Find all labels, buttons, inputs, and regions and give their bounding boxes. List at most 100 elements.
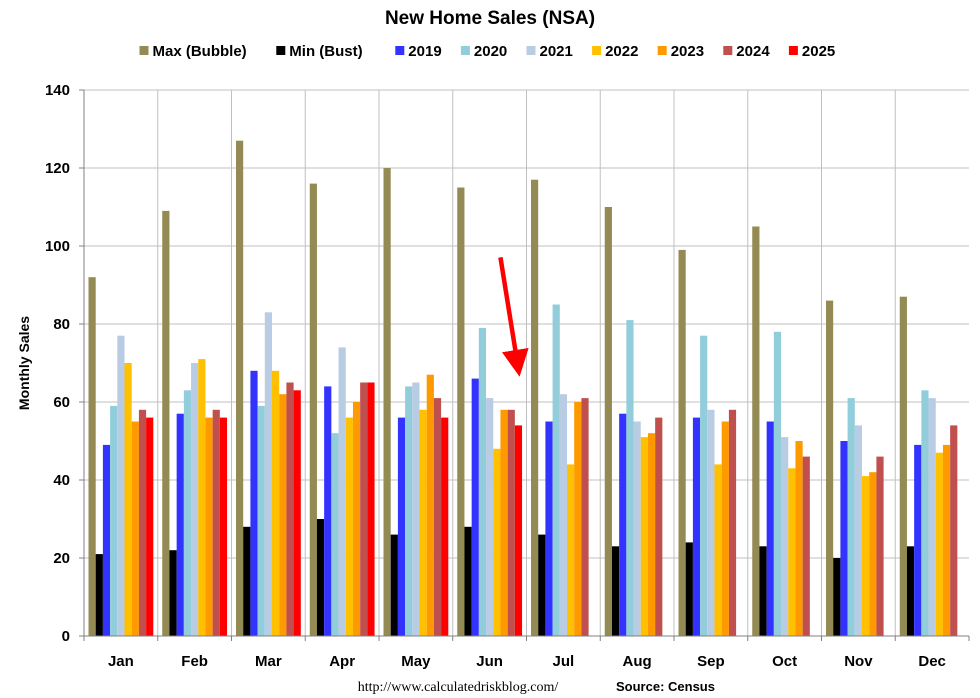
- bar-2023-oct: [795, 441, 803, 636]
- bar-2021-aug: [633, 421, 641, 636]
- legend-label: 2022: [605, 43, 638, 60]
- bar-2020-nov: [847, 398, 855, 636]
- y-tick-label: 0: [62, 628, 70, 645]
- bar-2022-feb: [198, 359, 206, 636]
- bar-2023-jun: [500, 409, 508, 636]
- bar-2020-may: [405, 386, 413, 636]
- bar-2022-jul: [567, 464, 575, 636]
- y-tick-label: 140: [45, 82, 70, 99]
- legend-swatch: [395, 46, 405, 55]
- bar-max-bubble-jun: [457, 187, 465, 636]
- x-tick-label: Feb: [181, 653, 208, 670]
- bar-2022-sep: [714, 464, 722, 636]
- bar-2021-jul: [559, 394, 567, 636]
- x-tick-label: Nov: [844, 653, 873, 670]
- chart-title: New Home Sales (NSA): [385, 8, 595, 29]
- bar-2021-mar: [264, 312, 272, 636]
- footer-url: http://www.calculatedriskblog.com/: [358, 680, 559, 695]
- bar-2023-dec: [942, 444, 951, 636]
- legend-label: 2021: [540, 43, 573, 60]
- gridlines: [79, 89, 970, 641]
- bar-2019-sep: [692, 417, 701, 636]
- x-tick-label: Jun: [476, 653, 503, 670]
- bar-max-bubble-feb: [162, 210, 170, 636]
- legend-label: Min (Bust): [289, 43, 362, 60]
- y-tick-label: 20: [53, 550, 70, 567]
- legend-label: 2025: [802, 43, 835, 60]
- bar-min-bust-jun: [464, 526, 472, 636]
- bar-2020-jul: [552, 304, 560, 636]
- bar-2020-dec: [921, 390, 929, 636]
- bar-2024-jul: [581, 398, 589, 636]
- bar-2019-jun: [471, 378, 479, 636]
- bar-max-bubble-jul: [531, 179, 539, 636]
- legend-label: 2019: [408, 43, 441, 60]
- bar-max-bubble-oct: [752, 226, 760, 636]
- x-tick-label: Sep: [697, 653, 725, 670]
- bar-2024-mar: [286, 382, 294, 636]
- bar-2023-sep: [721, 421, 729, 636]
- legend-swatch: [460, 46, 470, 55]
- bar-2023-apr: [352, 402, 361, 636]
- bar-min-bust-sep: [685, 542, 693, 636]
- bar-2019-may: [397, 417, 406, 636]
- bar-2019-feb: [176, 413, 184, 636]
- bar-2022-jun: [493, 448, 501, 636]
- x-axis-ticks: Jan Feb Mar Apr May Jun Jul Aug Sep Oct Nov Dec: [108, 653, 946, 670]
- bar-2025-mar: [293, 390, 301, 636]
- bar-2020-apr: [331, 433, 339, 636]
- bar-2024-apr: [360, 382, 368, 636]
- bar-2021-feb: [191, 363, 199, 636]
- bar-2025-apr: [367, 382, 375, 636]
- bar-2021-dec: [928, 398, 936, 636]
- bar-2021-oct: [781, 437, 789, 636]
- legend-label: 2023: [671, 43, 704, 60]
- bar-2020-feb: [183, 390, 192, 636]
- legend-label: 2020: [474, 43, 507, 60]
- x-tick-label: Jan: [108, 653, 134, 670]
- y-tick-label: 60: [53, 394, 70, 411]
- bar-2019-jul: [545, 421, 553, 636]
- x-tick-label: Apr: [329, 653, 355, 670]
- x-tick-label: May: [401, 653, 431, 670]
- bar-2024-jan: [138, 409, 147, 636]
- legend-label: 2024: [736, 43, 770, 60]
- x-tick-label: Oct: [772, 653, 797, 670]
- bar-2020-jun: [478, 327, 487, 636]
- bar-2021-nov: [854, 425, 862, 636]
- bar-2022-oct: [788, 468, 796, 636]
- bar-2020-mar: [257, 405, 265, 636]
- bar-max-bubble-mar: [236, 140, 244, 636]
- bar-2019-mar: [250, 370, 258, 636]
- bar-min-bust-jul: [538, 534, 546, 636]
- bar-2024-may: [433, 398, 442, 636]
- bar-2023-may: [426, 374, 434, 636]
- bar-2019-dec: [914, 444, 922, 636]
- x-tick-label: Aug: [623, 653, 652, 670]
- bar-2021-jun: [486, 398, 494, 636]
- bar-2024-sep: [728, 409, 737, 636]
- bar-2024-oct: [802, 456, 810, 636]
- bar-2023-mar: [279, 394, 287, 636]
- bar-2025-feb: [219, 417, 228, 636]
- bar-min-bust-apr: [316, 519, 325, 636]
- legend-swatch: [592, 46, 602, 55]
- bar-2024-feb: [212, 409, 220, 636]
- bar-min-bust-may: [390, 534, 398, 636]
- bar-2024-nov: [876, 456, 884, 636]
- legend-swatch: [788, 46, 798, 55]
- bar-2020-oct: [773, 331, 782, 636]
- bar-2021-sep: [707, 409, 715, 636]
- bar-max-bubble-sep: [678, 249, 686, 636]
- annotation-arrow: [498, 257, 529, 377]
- bar-2024-aug: [655, 417, 663, 636]
- bar-2025-jan: [146, 417, 154, 636]
- bar-2022-may: [419, 409, 427, 636]
- x-tick-label: Dec: [918, 653, 946, 670]
- bar-2019-aug: [619, 413, 627, 636]
- bar-2019-nov: [840, 441, 848, 636]
- x-tick-label: Mar: [255, 653, 282, 670]
- bar-2020-jan: [110, 405, 118, 636]
- bar-2021-apr: [338, 347, 346, 636]
